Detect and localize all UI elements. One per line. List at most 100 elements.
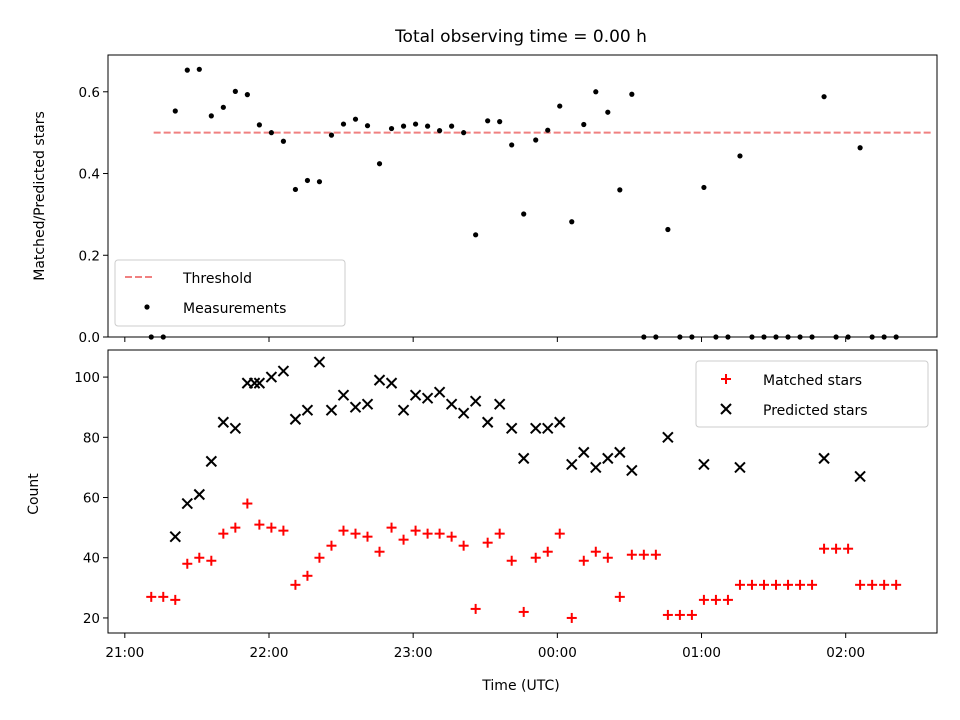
data-point <box>497 119 503 125</box>
legend-measurements-swatch <box>144 304 150 310</box>
x-stroke <box>265 371 278 383</box>
legend-predicted-swatch <box>720 403 732 415</box>
data-point <box>629 91 635 97</box>
series-matched-stars <box>146 498 902 623</box>
data-point <box>398 534 409 545</box>
data-point <box>569 219 575 225</box>
data-point <box>758 579 769 590</box>
data-point <box>316 179 323 185</box>
chart-title: Total observing time = 0.00 h <box>394 27 647 47</box>
legend-box <box>114 259 346 327</box>
data-point <box>218 528 229 539</box>
x-axis-label: Time (UTC) <box>481 678 559 694</box>
data-point <box>158 591 169 602</box>
data-point <box>376 161 383 167</box>
data-point <box>517 452 530 465</box>
data-point <box>614 446 626 459</box>
data-point <box>196 66 202 72</box>
data-point <box>244 92 250 98</box>
data-point <box>326 540 337 551</box>
x-stroke <box>590 461 602 474</box>
data-point <box>722 594 733 605</box>
data-point <box>821 94 827 100</box>
data-point <box>388 125 395 132</box>
x-stroke <box>530 422 542 434</box>
data-point <box>626 549 637 560</box>
data-point <box>422 528 433 539</box>
data-point <box>437 128 443 134</box>
data-point <box>686 609 697 620</box>
data-point <box>493 398 506 410</box>
x-stroke <box>229 422 242 434</box>
data-point <box>698 458 710 471</box>
data-point <box>554 528 565 539</box>
legend-matched-label: Matched stars <box>763 373 862 389</box>
data-point <box>734 579 745 590</box>
data-point <box>349 401 362 413</box>
data-point <box>542 546 553 557</box>
data-point <box>184 67 190 73</box>
data-point <box>232 88 238 94</box>
x-stroke <box>505 422 518 434</box>
data-point <box>469 395 482 407</box>
data-point <box>737 153 743 159</box>
top-panel-ratio: 0.0 0.2 0.4 0.6 Threshold Measurements <box>79 54 938 346</box>
x-stroke <box>397 404 410 416</box>
data-point <box>734 461 746 474</box>
data-point <box>602 452 614 465</box>
x-stroke <box>349 401 362 413</box>
x-stroke <box>481 416 494 428</box>
data-point <box>602 552 613 563</box>
data-point <box>533 137 539 143</box>
data-point <box>494 528 505 539</box>
x-stroke <box>301 404 314 416</box>
x-tick-label: 22:00 <box>250 645 289 661</box>
data-point <box>278 525 289 536</box>
data-point <box>818 452 830 465</box>
data-point <box>373 374 386 386</box>
data-point <box>557 103 563 109</box>
x-stroke <box>626 464 638 477</box>
data-point <box>412 121 419 127</box>
x-stroke <box>720 403 732 415</box>
legend-matched-swatch <box>721 374 731 384</box>
data-point <box>470 603 481 614</box>
data-point <box>879 579 890 590</box>
x-tick-label: 21:00 <box>105 645 144 661</box>
data-point <box>280 138 287 144</box>
data-point <box>461 130 467 136</box>
data-point <box>665 226 671 233</box>
data-point <box>554 416 566 428</box>
x-stroke <box>421 392 434 404</box>
data-point <box>566 458 578 471</box>
x-stroke <box>662 431 674 444</box>
data-point <box>386 522 397 533</box>
x-stroke <box>409 389 422 401</box>
data-point <box>256 122 262 128</box>
x-stroke <box>554 416 566 428</box>
data-point <box>313 356 326 368</box>
data-point <box>290 579 301 590</box>
x-stroke <box>854 470 866 483</box>
data-point <box>361 398 374 410</box>
data-point <box>266 522 277 533</box>
x-stroke <box>734 461 746 474</box>
y-tick-label: 0.6 <box>79 85 100 101</box>
data-point <box>421 392 434 404</box>
data-point <box>891 579 902 590</box>
data-point <box>314 552 325 563</box>
x-stroke <box>602 452 614 465</box>
x-stroke <box>818 452 830 465</box>
data-point <box>831 543 842 554</box>
data-point <box>662 431 674 444</box>
x-stroke <box>385 377 398 389</box>
x-stroke <box>217 416 230 428</box>
data-point <box>617 187 623 193</box>
data-point <box>268 130 274 136</box>
data-point <box>206 555 217 566</box>
data-point <box>771 579 782 590</box>
x-stroke <box>373 374 386 386</box>
x-stroke <box>205 455 218 468</box>
